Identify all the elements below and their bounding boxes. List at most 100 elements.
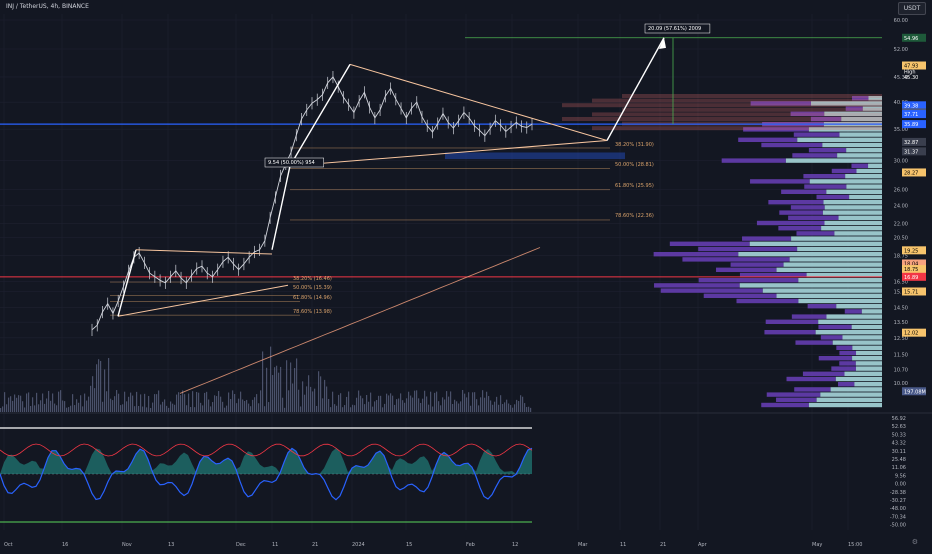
volume-profile <box>562 94 882 408</box>
volume-bar <box>468 392 470 412</box>
volume-bar <box>32 397 34 412</box>
volume-bar <box>298 389 300 412</box>
volume-bar <box>218 391 220 412</box>
volume-bar <box>336 405 338 412</box>
price-tag-bg <box>902 287 926 296</box>
volume-bar <box>122 404 124 412</box>
vp-bar-up <box>798 278 882 283</box>
indicator-tick: 9.56 <box>895 473 906 479</box>
vp-bar-up <box>846 148 882 153</box>
annotation-label: 20.09 (57.61%) 2009 <box>648 26 701 32</box>
volume-bar <box>150 407 152 412</box>
time-tick: 11 <box>620 542 626 548</box>
price-tag-bg <box>902 147 926 156</box>
volume-bar <box>328 398 330 412</box>
volume-bar <box>56 405 58 412</box>
volume-bar <box>18 395 20 412</box>
volume-bar <box>382 407 384 412</box>
volume-bar <box>40 400 42 412</box>
vp-bar-down <box>790 205 825 210</box>
volume-bar <box>24 407 26 412</box>
price-tag-label: 45.30 <box>904 75 918 81</box>
price-tick: 24.00 <box>894 204 908 210</box>
volume-bar <box>506 399 508 412</box>
volume-bar <box>210 406 212 412</box>
volume-bar <box>50 400 52 412</box>
volume-bar <box>128 396 130 412</box>
volume-bar <box>234 394 236 412</box>
volume-bar <box>86 400 88 412</box>
volume-bar <box>192 391 194 412</box>
volume-bar <box>90 385 92 412</box>
price-tick: 18.75 <box>894 254 908 260</box>
price-tag-label: 39.38 <box>904 103 918 109</box>
trendline <box>135 249 273 255</box>
volume-bar <box>166 405 168 412</box>
volume-bar <box>186 405 188 412</box>
volume-bar <box>222 401 224 412</box>
time-tick: 15:00 <box>848 542 862 548</box>
indicator-tick: 11.06 <box>892 465 906 471</box>
price-tick: 16.50 <box>894 280 908 286</box>
indicator-tick: 30.11 <box>892 449 906 455</box>
volume-bar <box>14 394 16 412</box>
volume-bar <box>154 394 156 412</box>
vp-bar-up <box>846 184 882 189</box>
volume-bar <box>168 407 170 412</box>
volume-bar <box>232 390 234 412</box>
vp-bar-up <box>816 397 882 402</box>
volume-bar <box>190 406 192 412</box>
time-tick: Apr <box>698 542 708 548</box>
volume-bar <box>484 397 486 412</box>
vp-bar-down <box>836 345 853 350</box>
settings-icon[interactable]: ⚙ <box>911 538 918 546</box>
vp-bar-down <box>845 106 863 111</box>
vp-bar-up <box>738 252 882 257</box>
vp-bar-down <box>794 387 831 392</box>
volume-bar <box>450 391 452 412</box>
volume-bar <box>444 399 446 412</box>
currency-button[interactable]: USDT <box>898 2 926 15</box>
price-tag-bg <box>902 259 926 268</box>
volume-bar <box>398 398 400 412</box>
price-tag-bg <box>902 137 926 146</box>
vp-bar-up <box>834 231 882 236</box>
price-tick: 14.50 <box>894 306 908 312</box>
price-line <box>91 76 533 331</box>
volume-bar <box>466 397 468 412</box>
vp-bar-down <box>660 288 763 293</box>
vp-bar-down <box>816 194 850 200</box>
vp-bar-down <box>804 184 847 189</box>
vp-bar-down <box>786 376 836 382</box>
indicator-tick: 56.92 <box>892 416 906 422</box>
volume-bar <box>236 403 238 412</box>
volume-bar <box>130 392 132 412</box>
vp-bar-down <box>750 179 810 184</box>
time-tick: 15 <box>406 542 412 548</box>
volume-bar <box>54 403 56 412</box>
vp-bar-down <box>852 96 869 101</box>
volume-bar <box>326 386 328 412</box>
volume-bar <box>226 405 228 412</box>
vp-bar-down <box>764 330 816 335</box>
volume-bar <box>204 392 206 412</box>
vp-bar-down <box>756 220 825 226</box>
vp-bar-red <box>562 103 882 108</box>
indicator-tick: 0.00 <box>895 482 906 488</box>
arrow-path <box>606 37 665 141</box>
vp-bar-up <box>824 220 882 226</box>
vp-bar-up <box>844 371 882 376</box>
vp-bar-up <box>776 267 882 272</box>
indicator-tick: -30.27 <box>890 498 906 504</box>
volume-bar <box>428 404 430 412</box>
price-tick: 60.00 <box>894 18 908 24</box>
vp-bar-up <box>842 335 882 340</box>
time-tick: Nov <box>122 542 132 548</box>
price-tag-label: 32.87 <box>904 140 918 146</box>
vp-bar-up <box>854 382 882 387</box>
vp-bar-up <box>851 324 882 330</box>
volume-bar <box>482 390 484 412</box>
volume-bar <box>274 367 276 412</box>
annotation-label: 61.80% (14.96) <box>293 295 332 301</box>
volume-bar <box>340 393 342 412</box>
